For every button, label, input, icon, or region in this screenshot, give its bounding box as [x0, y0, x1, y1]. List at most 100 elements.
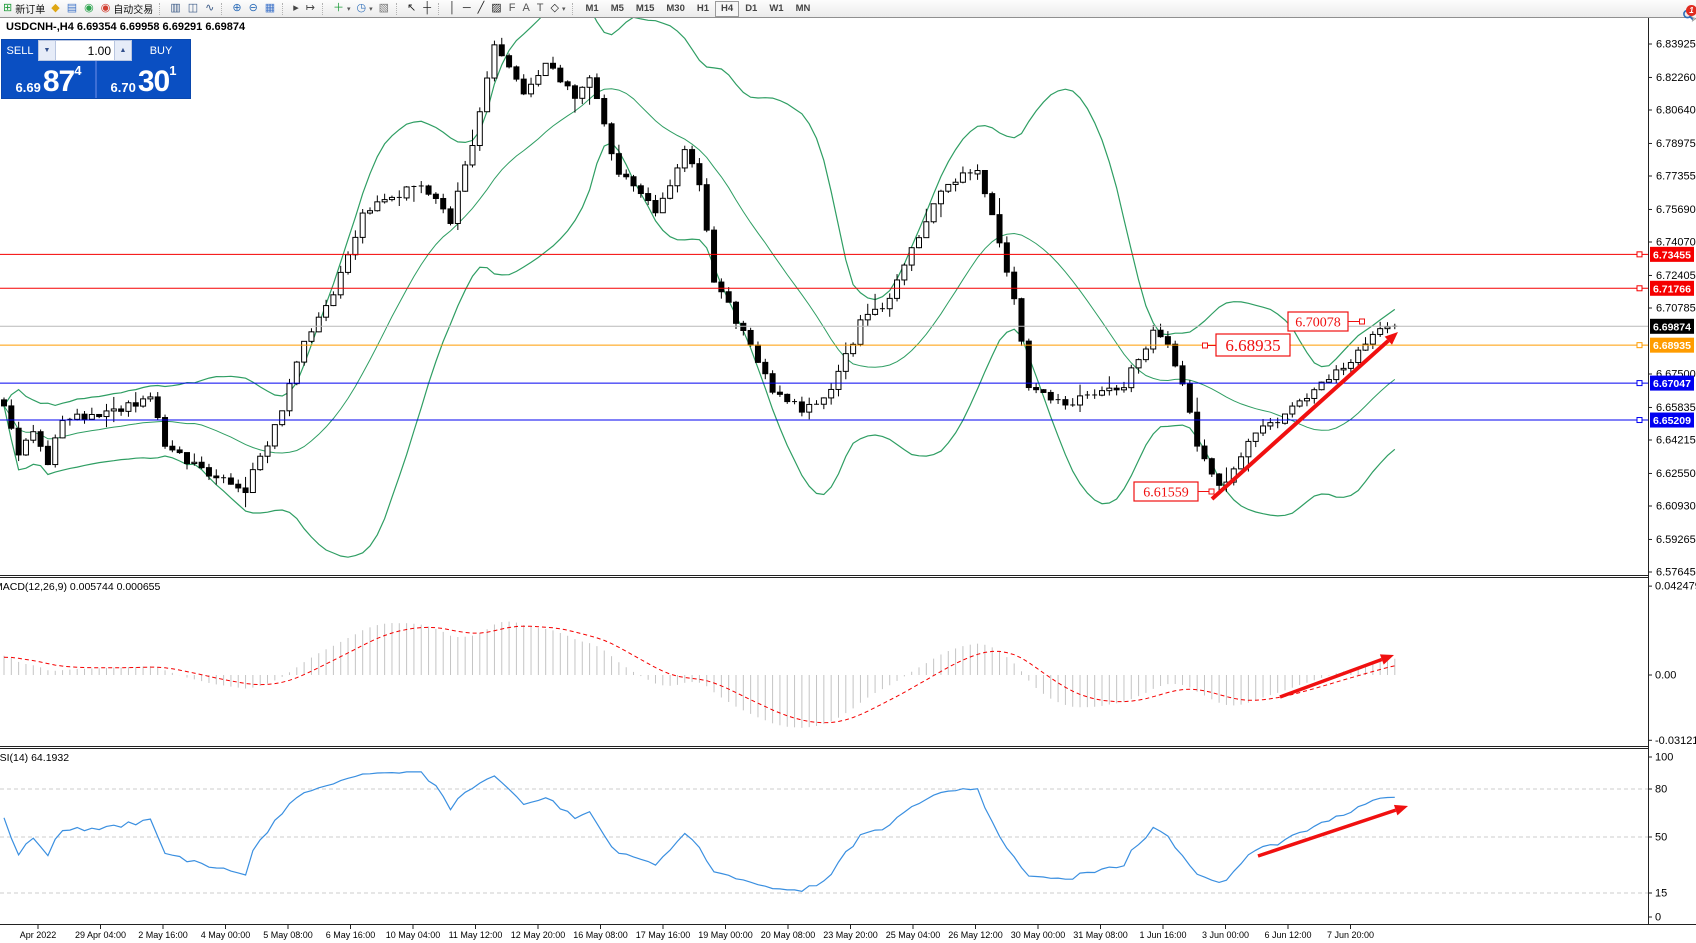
- autotrading-button[interactable]: ◉ 自动交易: [98, 1, 157, 17]
- candle-body: [1150, 329, 1157, 350]
- indicators-icon[interactable]: ＋ ▾: [330, 1, 354, 16]
- candle-body: [1, 399, 7, 407]
- horizontal-line-icon[interactable]: ─: [460, 1, 475, 16]
- sell-button[interactable]: SELL: [2, 40, 38, 61]
- price-tick-label: 6.77355: [1656, 170, 1696, 182]
- candle-body: [447, 208, 454, 224]
- zoom-in-icon[interactable]: ⊕: [229, 1, 245, 16]
- timeframe-button-h4[interactable]: H4: [715, 0, 740, 17]
- periods-icon-dropdown[interactable]: ▾: [369, 5, 373, 13]
- timeframe-button-h1[interactable]: H1: [696, 3, 710, 14]
- price-tick-label: 6.57645: [1656, 566, 1696, 578]
- candle-body: [140, 398, 147, 407]
- text-icon[interactable]: A: [519, 1, 533, 16]
- candle-body: [154, 396, 161, 419]
- periods-icon[interactable]: ◷ ▾: [353, 1, 375, 16]
- support-line-2-handle[interactable]: [1636, 417, 1643, 424]
- candle-body: [125, 402, 132, 412]
- candle-body: [908, 247, 915, 266]
- new-order-button-label: 新订单: [15, 5, 46, 16]
- candle-body: [22, 439, 29, 456]
- buy-button[interactable]: BUY: [132, 40, 190, 61]
- candle-body: [733, 301, 739, 324]
- shapes-icon[interactable]: ◇ ▾: [548, 1, 569, 16]
- trend-arrow-rsi[interactable]: [1257, 804, 1408, 858]
- price-axis[interactable]: 6.83925 6.82260 6.80640 6.78975 6.77355 6.756…: [1648, 39, 1696, 924]
- line-chart-icon[interactable]: ∿: [202, 1, 218, 16]
- candle-body: [1179, 365, 1186, 385]
- timeframe-button-m1[interactable]: M1: [585, 3, 599, 14]
- candle-body: [491, 44, 498, 79]
- fibonacci-icon[interactable]: F: [506, 1, 520, 16]
- price-label-6-68935[interactable]: 6.68935: [1202, 333, 1291, 357]
- buy-price-pip: 1: [169, 63, 177, 78]
- signal-icon[interactable]: ◉: [81, 1, 98, 16]
- candle-body: [952, 181, 959, 185]
- timeframe-button-m15[interactable]: M15: [635, 3, 655, 14]
- indicators-icon-dropdown[interactable]: ▾: [346, 5, 351, 13]
- chart-shift-icon[interactable]: ↦: [303, 1, 319, 16]
- chart-template-icon[interactable]: ▧: [376, 1, 393, 16]
- resistance-line-2-handle[interactable]: [1636, 285, 1643, 292]
- publish-report-icon[interactable]: ▤: [64, 1, 81, 16]
- trendline-icon: ╱: [477, 2, 485, 14]
- toolbar-separator: [571, 2, 577, 15]
- text-label-icon[interactable]: T: [534, 1, 548, 16]
- timeframe-button-m5[interactable]: M5: [610, 3, 624, 14]
- trend-arrow-main[interactable]: [1210, 332, 1398, 501]
- candle-body: [286, 383, 293, 412]
- bar-chart-icon[interactable]: ▥: [167, 1, 184, 16]
- time-tick-label: 16 May 08:00: [573, 930, 628, 940]
- candle-body: [528, 83, 535, 95]
- support-line-2-axis-label: [1650, 412, 1694, 428]
- line-chart-icon: ∿: [205, 2, 215, 14]
- price-tick-label: 6.70785: [1656, 302, 1696, 314]
- volume-increase-button[interactable]: ▲: [114, 40, 132, 61]
- cursor-icon[interactable]: ↖: [404, 1, 420, 16]
- gold-icon[interactable]: ◆: [48, 1, 63, 16]
- time-tick-label: 25 May 04:00: [886, 930, 941, 940]
- timeframe-button-w1[interactable]: W1: [769, 3, 784, 14]
- equidistant-channel-icon[interactable]: ▨: [488, 1, 505, 16]
- candle-body: [1377, 328, 1384, 335]
- resistance-line-1-axis-label-text: 6.73455: [1653, 249, 1691, 261]
- tile-windows-icon[interactable]: ▦: [262, 1, 279, 16]
- resistance-line-1-handle[interactable]: [1636, 251, 1643, 258]
- price-label-6-61559[interactable]: 6.61559: [1133, 481, 1215, 502]
- trendline-icon[interactable]: ╱: [475, 1, 489, 16]
- zoom-out-icon: ⊖: [248, 2, 258, 14]
- candle-body: [630, 176, 637, 187]
- timeframe-button-m30[interactable]: M30: [666, 3, 685, 14]
- candle-body: [798, 401, 805, 413]
- timeframe-button-mn[interactable]: MN: [795, 3, 811, 14]
- volume-decrease-button[interactable]: ▼: [38, 40, 56, 61]
- zoom-out-icon[interactable]: ⊖: [246, 1, 262, 16]
- auto-scroll-icon[interactable]: ▸: [290, 1, 303, 16]
- shapes-icon-dropdown[interactable]: ▾: [561, 5, 566, 13]
- candle-body: [44, 445, 51, 466]
- trend-arrow-macd[interactable]: [1279, 654, 1394, 699]
- time-axis[interactable]: Apr 2022 29 Apr 04:00 2 May 16:00 4 May 00:…: [20, 925, 1374, 940]
- support-line-2-axis-label-text: 6.65209: [1653, 415, 1691, 427]
- candle-body: [1282, 413, 1288, 424]
- volume-input[interactable]: [56, 41, 114, 60]
- candle-body: [608, 123, 615, 155]
- vertical-line-icon[interactable]: │: [446, 1, 460, 16]
- timeframe-button-d1[interactable]: D1: [745, 3, 758, 14]
- crosshair-icon[interactable]: ┼: [420, 1, 435, 16]
- candle-body: [864, 313, 871, 321]
- buy-price-display[interactable]: 6.70 30 1: [95, 61, 190, 98]
- candle-body: [1077, 395, 1084, 406]
- candle-body: [718, 281, 725, 293]
- support-line-1-axis-label-text: 6.67047: [1653, 378, 1691, 390]
- pivot-line-handle[interactable]: [1636, 342, 1643, 349]
- candlestick-chart-icon[interactable]: ◫: [185, 1, 202, 16]
- candle-body: [264, 445, 271, 457]
- price-label-6-70078[interactable]: 6.70078: [1287, 311, 1365, 332]
- sell-price-display[interactable]: 6.69 87 4: [2, 61, 95, 98]
- current-price-line-axis-label-text: 6.69874: [1653, 321, 1691, 333]
- new-order-button[interactable]: ⊞ 新订单: [0, 1, 48, 17]
- candle-body: [1245, 440, 1252, 458]
- support-line-1-handle[interactable]: [1636, 380, 1643, 387]
